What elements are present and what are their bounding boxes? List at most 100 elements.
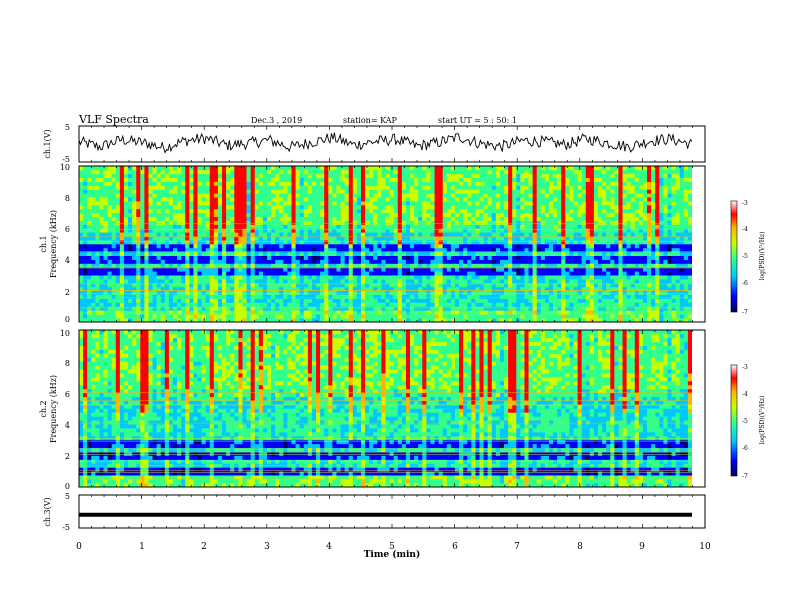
spectrogram-cell (160, 216, 166, 221)
spectrogram-cell (140, 310, 145, 315)
spectrogram-cell (589, 306, 595, 311)
spectrogram-cell (430, 283, 435, 288)
spectrogram-cell (246, 267, 251, 272)
spectrogram-cell (683, 283, 689, 288)
spectrogram-cell (389, 244, 394, 249)
spectrogram-cell (467, 294, 472, 299)
spectrogram-cell (565, 267, 570, 272)
spectrogram-cell (311, 255, 317, 260)
spectrogram-cell (348, 205, 354, 210)
spectrogram-cell (667, 197, 672, 202)
spectrogram-cell (209, 193, 215, 198)
spectrogram-cell (422, 205, 427, 210)
spectrogram-cell (483, 220, 488, 225)
spectrogram-cell (491, 228, 497, 233)
spectrogram-cell (475, 294, 480, 299)
spectrogram-cell (622, 193, 627, 198)
spectrogram-cell (385, 294, 390, 299)
spectrogram-cell (352, 283, 358, 288)
spectrogram-cell (254, 306, 260, 311)
spectrogram-cell (365, 208, 370, 214)
spectrogram-cell (283, 212, 288, 217)
spectrogram-cell (230, 259, 235, 264)
spectrogram-cell (181, 216, 186, 221)
spectrogram-cell (479, 267, 484, 272)
spectrogram-cell (336, 220, 341, 225)
spectrogram-cell (303, 271, 309, 276)
spectrogram-cell (585, 255, 591, 260)
spectrogram-cell (446, 216, 452, 221)
spectrogram-cell (91, 189, 96, 194)
spectrogram-cell (544, 228, 550, 233)
spectrogram-cell (397, 255, 403, 260)
spectrogram-cell (683, 286, 689, 292)
spectrogram-cell (516, 247, 521, 253)
spectrogram-cell (185, 240, 190, 245)
spectrogram-cell (626, 236, 631, 241)
spectrogram-cell (659, 271, 664, 276)
spectrogram-cell (659, 212, 664, 217)
spectrogram-cell (614, 208, 619, 214)
spectrogram-cell (222, 201, 227, 206)
spectrogram-cell (144, 228, 149, 233)
spectrogram-cell (671, 224, 676, 229)
spectrogram-cell (630, 275, 636, 280)
spectrogram-cell (532, 259, 538, 264)
spectrogram-cell (197, 240, 202, 245)
spectrogram-cell (360, 193, 366, 198)
spectrogram-cell (610, 197, 615, 202)
spectrogram-cell (430, 279, 435, 284)
spectrogram-cell (671, 236, 676, 241)
spectrogram-cell (606, 294, 611, 299)
spectrogram-cell (651, 263, 656, 268)
spectrogram-cell (651, 240, 656, 245)
ch1-waveform-panel: 5 -5 ch.1(V) (43, 123, 706, 164)
spectrogram-cell (185, 205, 190, 210)
spectrogram-cell (622, 310, 627, 315)
spectrogram-cell (197, 298, 202, 303)
spectrogram-cell (123, 271, 129, 276)
spectrogram-cell (271, 247, 276, 253)
spectrogram-cell (226, 283, 231, 288)
spectrogram-cell (426, 205, 431, 210)
spectrogram-cell (328, 318, 333, 323)
spectrogram-cell (193, 247, 198, 253)
spectrogram-cell (344, 212, 350, 217)
spectrogram-cell (573, 240, 578, 245)
spectrogram-cell (593, 267, 599, 272)
spectrogram-cell (99, 302, 104, 307)
spectrogram-cell (242, 220, 247, 225)
spectrogram-cell (630, 201, 636, 206)
spectrogram-cell (561, 216, 566, 221)
spectrogram-cell (316, 201, 321, 206)
spectrogram-cell (467, 216, 472, 221)
spectrogram-cell (671, 205, 676, 210)
spectrogram-cell (426, 255, 431, 260)
spectrogram-cell (377, 279, 382, 284)
spectrogram-cell (634, 267, 640, 272)
spectrogram-cell (446, 201, 452, 206)
spectrogram-cell (311, 232, 317, 237)
spectrogram-cell (614, 201, 619, 206)
spectrogram-cell (426, 306, 431, 311)
spectrogram-cell (356, 310, 362, 315)
spectrogram-cell (585, 302, 591, 307)
spectrogram-cell (201, 279, 206, 284)
spectrogram-cell (454, 283, 460, 288)
spectrogram-cell (140, 294, 145, 299)
spectrogram-cell (291, 290, 296, 295)
spectrogram-cell (181, 212, 186, 217)
spectrogram-cell (205, 247, 211, 253)
spectrogram-cell (663, 216, 668, 221)
spectrogram-cell (95, 255, 100, 260)
spectrogram-cell (328, 216, 333, 221)
spectrogram-cell (119, 212, 125, 217)
spectrogram-cell (365, 271, 370, 276)
spectrogram-cell (279, 279, 284, 284)
spectrogram-cell (160, 279, 166, 284)
spectrogram-cell (393, 302, 399, 307)
spectrogram-cell (156, 298, 162, 303)
spectrogram-cell (266, 220, 272, 225)
spectrogram-cell (667, 271, 672, 276)
spectrogram-cell (213, 259, 219, 264)
